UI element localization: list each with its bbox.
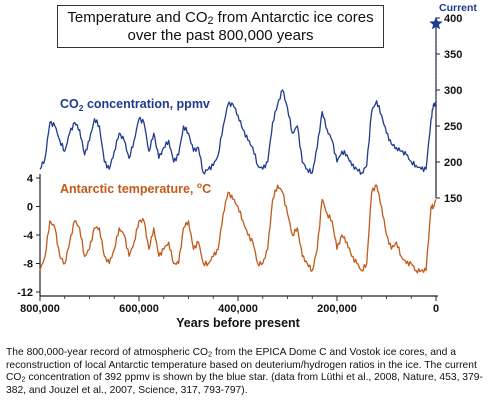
series-layer <box>39 16 443 274</box>
title-line-1: Temperature and CO2 from Antarctic ice c… <box>58 9 383 27</box>
temp-tick-label: 0 <box>27 202 33 214</box>
caption-subscript-2: 2 <box>21 374 26 384</box>
temp-tick-label: -12 <box>17 287 33 299</box>
x-tick-label: 600,000 <box>119 303 159 315</box>
current-star-icon <box>429 16 443 30</box>
title-text-b: from Antarctic ice cores <box>213 9 374 26</box>
chart-svg: 800,000 600,000 400,000 200,000 0 Years befor… <box>17 13 462 330</box>
co2-series-label: CO2 concentration, ppmv <box>60 97 210 113</box>
co2-tick-label: 150 <box>444 193 462 205</box>
temp-tick-label: -8 <box>23 259 33 271</box>
caption-text-a: The 800,000-year record of atmospheric C… <box>6 347 209 358</box>
title-text-a: Temperature and CO <box>67 9 208 26</box>
caption-text-b: from the EPICA Dome C and Vostok ice cor… <box>6 347 477 384</box>
co2-tick-label: 350 <box>444 49 462 61</box>
caption-subscript-1: 2 <box>208 349 213 359</box>
co2-tick-label: 250 <box>444 121 462 133</box>
x-axis-label: Years before present <box>176 316 301 330</box>
chart-title: Temperature and CO2 from Antarctic ice c… <box>57 5 384 48</box>
temperature-series-line <box>39 184 437 274</box>
title-line-2: over the past 800,000 years <box>127 27 314 44</box>
x-tick-label: 800,000 <box>20 303 60 315</box>
caption-text-c: concentration of 392 ppmv is shown by th… <box>6 372 483 396</box>
temperature-series-label: Antarctic temperature, oC <box>60 180 211 196</box>
title-subscript: 2 <box>207 15 214 28</box>
x-tick-label: 0 <box>433 303 439 315</box>
axes <box>36 17 440 301</box>
current-label: Current <box>439 2 477 14</box>
x-tick-label: 400,000 <box>218 303 258 315</box>
co2-tick-label: 300 <box>444 85 462 97</box>
co2-tick-label: 400 <box>444 13 462 25</box>
co2-series-line <box>39 89 437 175</box>
labels-layer: 800,000 600,000 400,000 200,000 0 Years befor… <box>17 13 462 330</box>
co2-tick-label: 200 <box>444 157 462 169</box>
x-tick-label: 200,000 <box>317 303 357 315</box>
temp-tick-label: -4 <box>23 230 34 242</box>
temp-tick-label: 4 <box>27 173 34 185</box>
caption: The 800,000-year record of atmospheric C… <box>6 347 494 397</box>
